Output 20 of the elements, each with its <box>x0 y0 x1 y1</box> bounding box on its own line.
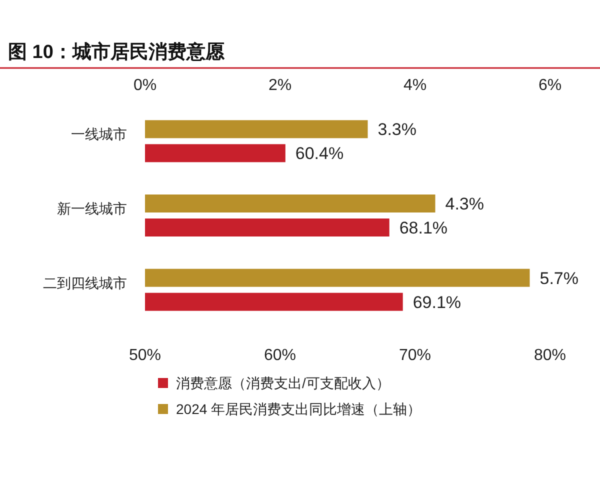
y-tick-label: 新一线城市 <box>57 200 127 216</box>
data-label: 3.3% <box>378 120 416 140</box>
x-tick-label: 70% <box>398 347 432 364</box>
y-tick-label: 一线城市 <box>71 126 127 142</box>
x2-tick-label: 4% <box>403 77 427 94</box>
data-label: 4.3% <box>445 194 484 214</box>
legend-label: 消费意愿（消费支出/可支配收入） <box>176 375 390 391</box>
x-tick-label: 80% <box>534 347 566 364</box>
x-tick-label: 50% <box>128 347 162 364</box>
data-label: 5.7% <box>540 268 578 288</box>
x-tick-label: 60% <box>264 347 296 364</box>
y-tick-label: 二到四线城市 <box>43 274 127 291</box>
legend-label: 2024 年居民消费支出同比增速（上轴） <box>176 401 422 417</box>
data-label: 68.1% <box>399 218 448 238</box>
x2-tick-label: 0% <box>133 77 157 94</box>
data-label: 60.4% <box>295 144 344 164</box>
x2-tick-label: 6% <box>538 77 562 94</box>
data-label: 69.1% <box>412 292 462 312</box>
chart-title: 图 10：城市居民消费意愿 <box>8 41 226 63</box>
x2-tick-label: 2% <box>268 77 292 94</box>
